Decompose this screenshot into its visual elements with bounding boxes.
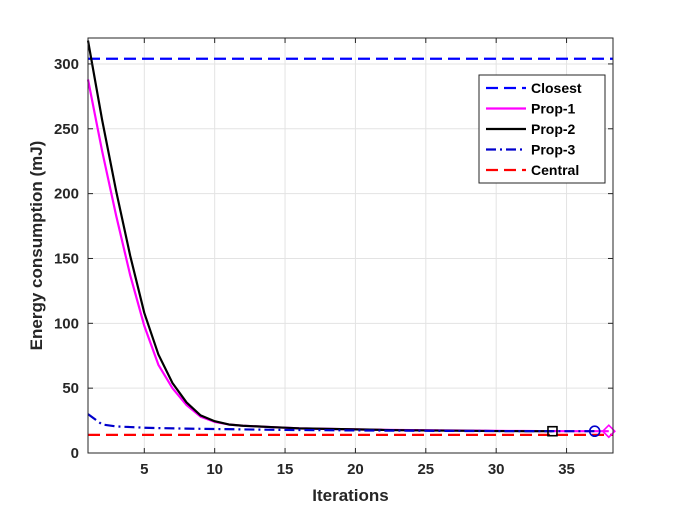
y-axis-title: Energy consumption (mJ) [27, 141, 46, 351]
end-marker-prop-2 [547, 425, 558, 437]
legend-label-prop-2: Prop-2 [531, 121, 576, 137]
axes-frame [87, 37, 614, 454]
x-tick-label: 10 [206, 461, 223, 478]
legend-label-prop-1: Prop-1 [531, 101, 576, 117]
y-tick-label: 150 [54, 250, 79, 267]
y-tick-label: 50 [62, 380, 79, 397]
x-tick-label: 30 [488, 461, 505, 478]
x-tick-label: 20 [347, 461, 364, 478]
y-tick-label: 100 [54, 315, 79, 332]
y-tick-label: 300 [54, 56, 79, 73]
x-tick-label: 5 [140, 461, 148, 478]
x-tick-label: 35 [558, 461, 575, 478]
y-tick-label: 0 [71, 445, 79, 462]
end-marker-prop-3 [588, 425, 601, 438]
legend: Closest Prop-1 Prop-2 Prop-3 Central [478, 74, 606, 184]
legend-label-central: Central [531, 162, 579, 178]
series-layer [86, 40, 613, 436]
x-axis-ticks: 5 10 15 20 25 30 35 [140, 38, 575, 478]
x-tick-label: 15 [277, 461, 294, 478]
x-axis-title: Iterations [312, 486, 389, 505]
y-axis-ticks: 0 50 100 150 200 250 300 [54, 56, 613, 462]
legend-label-prop-3: Prop-3 [531, 142, 576, 158]
legend-label-closest: Closest [531, 80, 582, 96]
x-tick-label: 25 [417, 461, 434, 478]
series-line-prop-2 [86, 40, 553, 433]
y-tick-label: 250 [54, 121, 79, 138]
series-line-prop-3 [87, 413, 595, 433]
y-tick-label: 200 [54, 186, 79, 203]
